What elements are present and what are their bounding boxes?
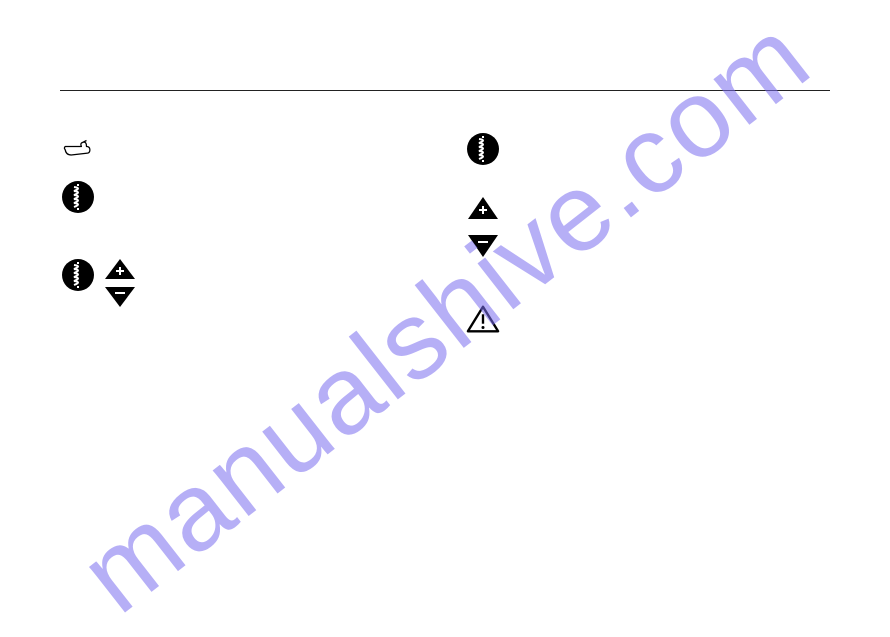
minus-triangle-icon bbox=[465, 233, 501, 259]
spring-icon bbox=[465, 131, 501, 167]
left-column bbox=[60, 121, 425, 541]
right-item-minus bbox=[465, 233, 830, 259]
minus-triangle-icon bbox=[102, 285, 138, 309]
left-item-hand bbox=[60, 131, 425, 167]
warning-icon bbox=[465, 301, 501, 337]
plus-triangle-icon bbox=[102, 257, 138, 281]
left-item-combo bbox=[60, 257, 425, 309]
header-rule bbox=[60, 90, 830, 91]
content-columns bbox=[60, 121, 830, 541]
spring-icon bbox=[60, 179, 96, 215]
right-item-plus bbox=[465, 195, 830, 221]
plus-triangle-icon bbox=[465, 195, 501, 221]
right-item-spring bbox=[465, 131, 830, 167]
hand-icon bbox=[60, 131, 96, 167]
left-item-spring bbox=[60, 179, 425, 215]
spring-icon bbox=[60, 257, 96, 293]
right-item-warning bbox=[465, 301, 830, 337]
right-column bbox=[465, 121, 830, 541]
